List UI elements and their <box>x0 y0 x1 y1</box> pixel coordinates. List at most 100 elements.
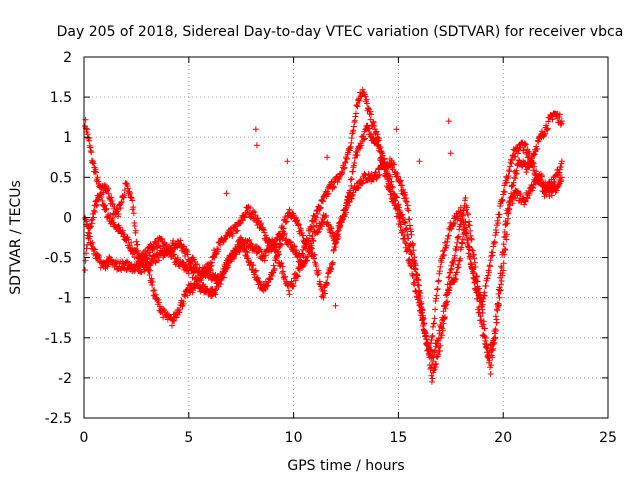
data-point <box>320 294 327 301</box>
data-point <box>149 278 156 285</box>
data-point <box>403 198 410 205</box>
data-point <box>399 229 406 236</box>
data-point <box>354 103 361 110</box>
data-point <box>88 220 95 227</box>
data-point <box>332 302 339 309</box>
data-point <box>316 278 323 285</box>
data-point <box>230 253 237 260</box>
data-point <box>399 182 406 189</box>
data-point <box>531 163 538 170</box>
data-point <box>83 218 90 225</box>
y-tick-label: -0.5 <box>45 251 72 267</box>
data-point <box>498 277 505 284</box>
data-point <box>243 204 250 211</box>
data-point <box>334 179 341 186</box>
data-point <box>207 266 214 273</box>
data-point <box>89 239 96 246</box>
data-point <box>480 331 487 338</box>
data-point <box>557 163 564 170</box>
data-point <box>488 362 495 369</box>
data-point <box>505 167 512 174</box>
data-point <box>421 320 428 327</box>
data-point <box>491 239 498 246</box>
data-point <box>360 136 367 143</box>
data-point <box>530 184 537 191</box>
data-point <box>456 226 463 233</box>
data-point <box>445 232 452 239</box>
data-point <box>480 332 487 339</box>
data-point <box>482 337 489 344</box>
data-point <box>428 334 435 341</box>
data-point <box>489 249 496 256</box>
data-point <box>386 184 393 191</box>
data-point <box>90 207 97 214</box>
data-point <box>397 177 404 184</box>
data-point <box>341 164 348 171</box>
data-point <box>553 187 560 194</box>
data-point <box>468 235 475 242</box>
data-point <box>500 241 507 248</box>
data-point <box>558 158 565 165</box>
data-point <box>517 144 524 151</box>
data-point <box>343 209 349 216</box>
y-tick-label: -1.5 <box>45 331 72 347</box>
data-point <box>221 236 228 243</box>
data-point <box>512 153 519 160</box>
data-point <box>378 155 385 162</box>
data-point <box>522 141 529 148</box>
data-point <box>151 246 158 253</box>
data-point <box>229 233 236 240</box>
data-point <box>436 270 443 277</box>
data-point <box>294 273 301 280</box>
data-point <box>297 227 304 234</box>
data-point <box>393 126 400 133</box>
data-point <box>385 180 392 187</box>
data-point <box>481 289 488 296</box>
data-point <box>426 361 433 368</box>
data-point <box>483 344 490 351</box>
data-point <box>160 306 167 313</box>
data-point <box>467 255 474 262</box>
data-point <box>234 227 241 234</box>
data-point <box>147 249 154 256</box>
data-point <box>117 205 124 212</box>
data-point <box>260 226 267 233</box>
y-tick-label: -1 <box>58 291 72 307</box>
data-point <box>315 269 322 276</box>
data-point <box>313 214 320 221</box>
data-point <box>301 262 308 269</box>
data-point <box>366 175 373 182</box>
data-point <box>388 188 395 195</box>
data-point <box>354 149 361 156</box>
data-point <box>348 175 355 182</box>
data-point <box>358 142 365 149</box>
x-tick-labels: 0 5 10 15 20 25 <box>80 430 617 446</box>
data-point <box>311 251 318 258</box>
data-point <box>443 242 450 249</box>
data-point <box>479 301 486 308</box>
data-point <box>435 278 442 285</box>
data-point <box>413 288 420 295</box>
data-point <box>499 249 506 256</box>
data-point <box>88 149 95 156</box>
data-point <box>82 122 89 129</box>
data-point <box>454 264 461 271</box>
data-point <box>513 167 520 174</box>
data-point <box>402 191 409 198</box>
data-point <box>85 134 92 141</box>
data-point <box>95 180 102 187</box>
data-point <box>296 267 303 274</box>
data-point <box>558 177 565 184</box>
y-tick-label: 0 <box>63 210 72 226</box>
data-point <box>271 265 278 272</box>
data-point <box>325 190 332 197</box>
data-point <box>351 117 358 124</box>
data-point <box>454 234 461 241</box>
data-point <box>436 268 443 275</box>
data-point <box>92 166 99 173</box>
data-point <box>368 131 375 138</box>
data-point <box>534 145 541 152</box>
data-point <box>275 248 282 255</box>
data-point <box>402 220 409 227</box>
data-point <box>494 301 501 308</box>
